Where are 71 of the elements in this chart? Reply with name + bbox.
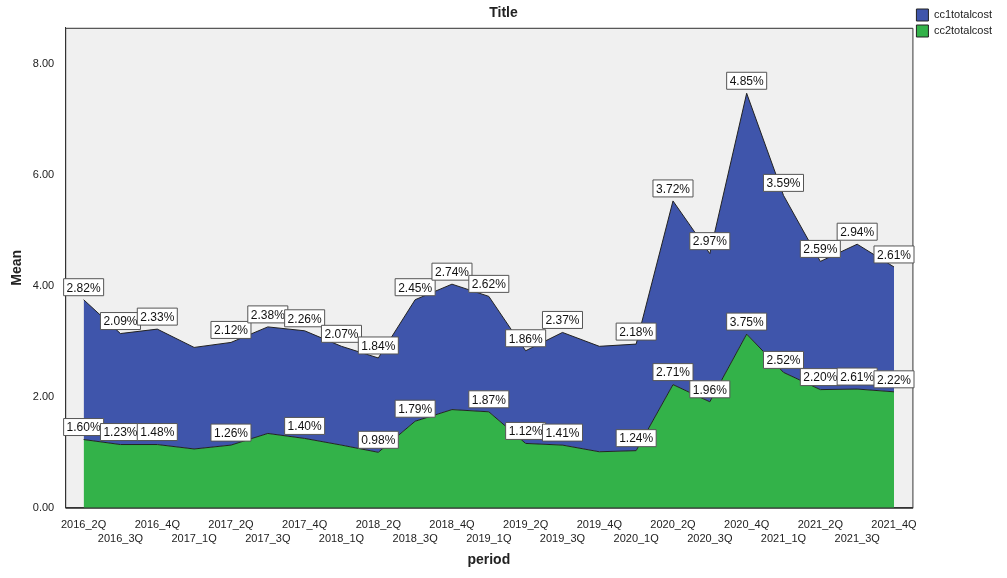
x-tick-label: 2018_1Q: [318, 531, 365, 544]
annotation: 2.18%: [619, 324, 654, 339]
annotation: 2.94%: [840, 225, 875, 240]
annotation: 2.12%: [213, 323, 249, 338]
annotation: 2.07%: [324, 327, 359, 342]
y-tick-label: 6.00: [32, 167, 55, 180]
annotation: 1.23%: [103, 425, 138, 440]
annotation: 2.33%: [140, 309, 175, 324]
annotation: 2.22%: [876, 372, 912, 387]
annotation: 4.85%: [729, 74, 764, 89]
x-tick-label: 2018_4Q: [429, 518, 476, 531]
annotation: 2.52%: [766, 353, 801, 368]
legend-label: cc1totalcost: [933, 8, 993, 21]
y-tick-label: 8.00: [32, 56, 55, 69]
annotation: 1.96%: [692, 382, 728, 397]
annotation: 1.40%: [287, 419, 322, 434]
x-axis-title: period: [467, 551, 511, 568]
annotation: 1.41%: [545, 425, 580, 440]
annotation: 1.60%: [66, 420, 101, 435]
annotation: 2.20%: [803, 370, 838, 385]
annotation: 2.97%: [692, 234, 728, 249]
annotation: 2.74%: [434, 264, 470, 279]
annotation: 2.71%: [655, 365, 691, 380]
x-tick-label: 2021_2Q: [797, 518, 844, 531]
x-tick-label: 2019_3Q: [539, 531, 586, 544]
annotation: 3.72%: [655, 181, 691, 196]
y-tick-label: 0.00: [32, 500, 55, 513]
annotation: 2.37%: [545, 313, 580, 328]
x-tick-label: 2016_3Q: [97, 531, 144, 544]
x-tick-label: 2021_4Q: [871, 518, 918, 531]
annotation: 1.86%: [508, 331, 543, 346]
annotation: 2.61%: [876, 247, 912, 262]
annotation: 2.82%: [66, 280, 101, 295]
legend-label: cc2totalcost: [933, 24, 993, 37]
annotation: 1.84%: [361, 338, 396, 353]
annotation: 1.26%: [213, 425, 249, 440]
annotation: 3.75%: [729, 314, 764, 329]
x-tick-label: 2017_2Q: [208, 518, 255, 531]
annotation: 1.87%: [471, 392, 507, 407]
annotation: 1.12%: [508, 424, 543, 439]
annotation: 2.26%: [287, 311, 322, 326]
x-tick-label: 2017_4Q: [282, 518, 328, 531]
x-tick-label: 2019_1Q: [466, 531, 512, 544]
y-tick-label: 2.00: [32, 389, 55, 402]
annotation: 2.61%: [840, 369, 875, 384]
x-tick-label: 2020_3Q: [687, 531, 733, 544]
annotation: 0.98%: [361, 433, 396, 448]
x-tick-label: 2018_3Q: [392, 531, 439, 544]
annotation: 1.79%: [398, 402, 433, 417]
x-tick-label: 2020_1Q: [613, 531, 660, 544]
x-tick-label: 2019_4Q: [576, 518, 623, 531]
annotation: 2.62%: [471, 277, 507, 292]
y-tick-label: 4.00: [32, 278, 55, 291]
x-tick-label: 2016_2Q: [60, 518, 107, 531]
annotation: 2.45%: [398, 280, 433, 295]
x-tick-label: 2020_4Q: [724, 518, 770, 531]
chart-title: Title: [489, 4, 518, 21]
x-tick-label: 2020_2Q: [650, 518, 697, 531]
annotation: 2.59%: [803, 242, 838, 257]
y-axis-title: Mean: [8, 249, 25, 286]
annotation: 1.24%: [619, 431, 654, 446]
annotation: 3.59%: [766, 176, 801, 191]
x-tick-label: 2021_1Q: [760, 531, 807, 544]
x-tick-label: 2016_4Q: [134, 518, 181, 531]
annotation: 2.09%: [103, 314, 138, 329]
x-tick-label: 2019_2Q: [503, 518, 549, 531]
annotation: 1.48%: [140, 425, 175, 440]
x-tick-label: 2017_1Q: [171, 531, 218, 544]
x-tick-label: 2018_2Q: [355, 518, 402, 531]
x-tick-label: 2021_3Q: [834, 531, 881, 544]
x-tick-label: 2017_3Q: [245, 531, 291, 544]
